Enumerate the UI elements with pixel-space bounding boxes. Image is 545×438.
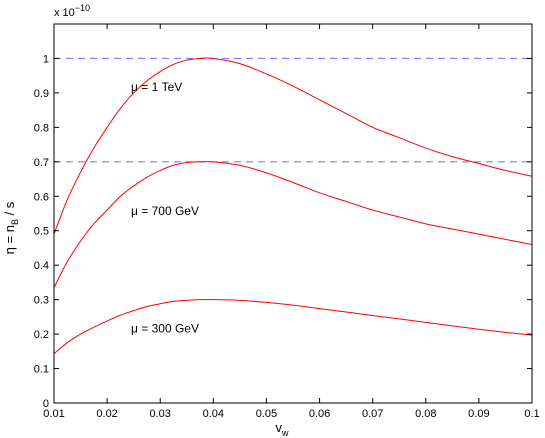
y-tick-label-3: 0.3 <box>34 295 49 307</box>
x-axis-label: vw <box>276 420 290 438</box>
series-annotation-2: μ = 300 GeV <box>131 321 199 335</box>
y-tick-label-6: 0.6 <box>34 191 49 203</box>
x-tick-label-4: 0.05 <box>256 408 277 420</box>
x-axis-label-sub: w <box>281 428 289 438</box>
x-tick-label-1: 0.02 <box>96 408 117 420</box>
y-tick-label-7: 0.7 <box>34 157 49 169</box>
x-tick-label-8: 0.09 <box>468 408 489 420</box>
series-line-0 <box>53 57 533 235</box>
x-tick-label-0: 0.01 <box>43 408 64 420</box>
y-tick-label-1: 0.1 <box>34 364 49 376</box>
y-axis-label: η = nB / s <box>2 201 20 254</box>
plot-frame <box>53 23 533 404</box>
x-tick-label-6: 0.07 <box>362 408 383 420</box>
series-annotations: μ = 1 TeV μ = 700 GeV μ = 300 GeV <box>131 80 199 335</box>
y-tick-label-2: 0.2 <box>34 329 49 341</box>
series-annotation-0: μ = 1 TeV <box>131 80 182 94</box>
y-tick-label-9: 0.9 <box>34 88 49 100</box>
x-tick-label-5: 0.06 <box>309 408 330 420</box>
x-tick-label-3: 0.04 <box>203 408 224 420</box>
series-annotation-1: μ = 700 GeV <box>131 204 199 218</box>
y-axis-label-tail: / s <box>2 201 17 219</box>
y-axis-ticks: 0 0.1 0.2 0.3 0.4 0.5 0.6 0.7 0.8 0.9 1 <box>34 53 532 410</box>
y-tick-label-0: 0 <box>43 398 49 410</box>
x-tick-label-7: 0.08 <box>415 408 436 420</box>
y-tick-label-8: 0.8 <box>34 122 49 134</box>
x-tick-label-2: 0.03 <box>150 408 171 420</box>
x-axis-ticks: 0.01 0.02 0.03 0.04 0.05 0.06 0.07 0.08 0.09 0.1 <box>43 24 540 420</box>
y-tick-label-4: 0.4 <box>34 260 49 272</box>
scale-label: x 10−10 <box>54 3 90 19</box>
series-line-1 <box>53 161 533 288</box>
reference-lines <box>54 57 532 163</box>
series-line-2 <box>53 299 533 355</box>
scale-label-exponent: −10 <box>75 3 90 13</box>
y-axis-label-main: η = n <box>2 225 17 254</box>
series-lines <box>53 57 533 355</box>
y-tick-label-5: 0.5 <box>34 226 49 238</box>
scale-label-base: x 10 <box>54 7 75 19</box>
y-axis-label-sub: B <box>10 219 20 225</box>
y-tick-label-10: 1 <box>43 53 49 65</box>
x-axis-label-main: v <box>276 420 283 435</box>
x-tick-label-9: 0.1 <box>524 408 539 420</box>
